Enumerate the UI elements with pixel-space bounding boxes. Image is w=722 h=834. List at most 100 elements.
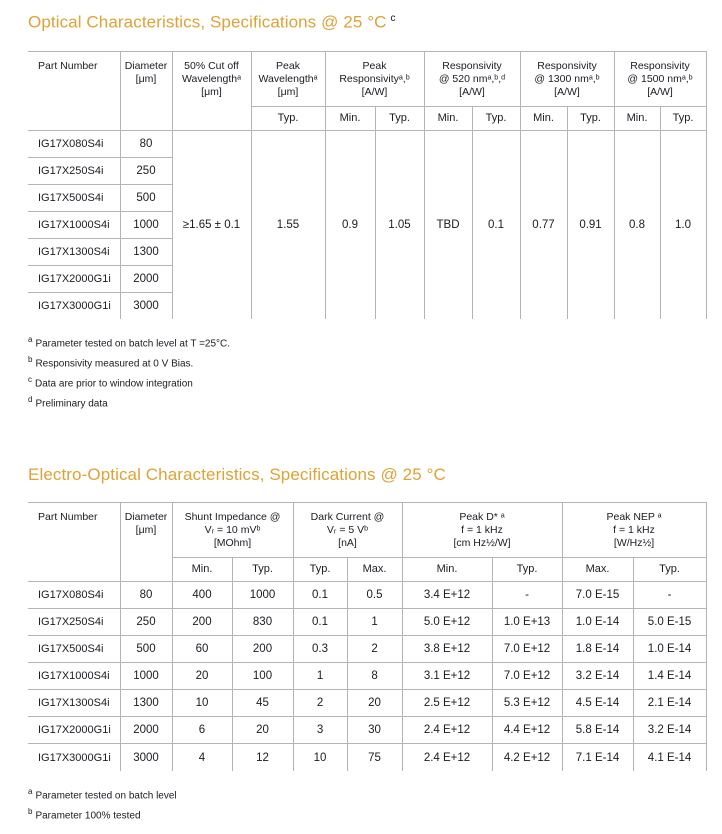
value-cell: 1000 [232,581,294,610]
table-row: IG17X2000G1i 2000 6 20 3 30 2.4 E+12 4.4… [28,716,707,745]
value-cell: 200 [232,635,294,664]
subheader-typ: Typ. [472,106,521,131]
value-cell-peak-wavelength: 1.55 [251,130,326,320]
subheader-typ: Typ. [232,557,294,583]
value-cell: 100 [232,662,294,691]
optical-footnotes: a Parameter tested on batch level at T =2… [28,332,706,411]
value-cell: 75 [347,743,403,771]
value-cell: 20 [172,662,233,691]
part-number-cell: IG17X3000G1i [28,292,121,320]
footnote-text: Parameter tested on batch level at T =25… [35,338,231,350]
value-cell: TBD [424,130,473,320]
optical-characteristics-table: Part Number Diameter [μm] 50% Cut off Wa… [28,50,707,320]
table-row: IG17X500S4i 500 60 200 0.3 2 3.8 E+12 7.… [28,635,707,664]
value-cell: 0.77 [520,130,568,320]
footnote-b: b Responsivity measured at 0 V Bias. [28,352,706,372]
subheader-typ: Typ. [492,557,563,583]
value-cell: 0.91 [567,130,615,320]
value-cell: 3 [293,716,348,745]
value-cell: 1.0 [660,130,707,320]
value-cell: 10 [172,689,233,718]
subheader-typ: Typ. [251,106,326,131]
footnote-text: Data are prior to window integration [35,378,193,390]
diameter-cell: 250 [120,608,173,637]
footnote-marker: a [28,335,33,345]
value-cell: 3.2 E-14 [633,716,707,745]
table-row: IG17X3000G1i 3000 4 12 10 75 2.4 E+12 4.… [28,743,707,771]
value-cell: 5.3 E+12 [492,689,563,718]
table-row: IG17X1300S4i 1300 10 45 2 20 2.5 E+12 5.… [28,689,707,718]
part-number-cell: IG17X3000G1i [28,743,121,771]
part-number-cell: IG17X2000G1i [28,265,121,293]
value-cell: 8 [347,662,403,691]
part-number-cell: IG17X1300S4i [28,238,121,266]
diameter-cell: 80 [120,130,173,158]
value-cell: 1.0 E+13 [492,608,563,637]
value-cell: 2.1 E-14 [633,689,707,718]
value-cell: 5.0 E-15 [633,608,707,637]
subheader-typ: Typ. [633,557,707,583]
value-cell: 2.4 E+12 [402,716,493,745]
col-header-peak-wavelength: Peak Wavelengthᵃ [μm] [251,51,326,107]
col-header-peak-nep: Peak NEP ᵃ f = 1 kHz [W/Hz½] [562,502,707,559]
footnote-text: Parameter tested on batch level [35,790,177,802]
value-cell: 3.1 E+12 [402,662,493,691]
value-cell: 0.8 [614,130,661,320]
table-row: IG17X3000G1i 3000 [28,292,706,320]
value-cell: 2.5 E+12 [402,689,493,718]
value-cell: 0.5 [347,581,403,610]
col-header-dark-current: Dark Current @ Vᵣ = 5 Vᵇ [nA] [293,502,403,559]
footnote-a: a Parameter tested on batch level [28,784,706,804]
subheader-min: Min. [172,557,233,583]
value-cell: 1.05 [375,130,425,320]
subheader-max: Max. [562,557,634,583]
value-cell: 5.8 E-14 [562,716,634,745]
value-cell: 5.0 E+12 [402,608,493,637]
value-cell: 4 [172,743,233,771]
diameter-cell: 1000 [120,211,173,239]
table-row: IG17X250S4i 250 200 830 0.1 1 5.0 E+12 1… [28,608,707,637]
electro-optical-characteristics-table: Part Number Diameter [μm] Shunt Impedanc… [28,502,707,771]
value-cell: 2 [347,635,403,664]
footnote-marker: d [28,394,33,404]
value-cell: 7.0 E+12 [492,635,563,664]
footnote-text: Parameter 100% tested [35,810,141,822]
value-cell: 7.0 E+12 [492,662,563,691]
diameter-cell: 1300 [120,238,173,266]
optical-header-row: Part Number Diameter [μm] 50% Cut off Wa… [28,51,707,131]
value-cell: 20 [232,716,294,745]
optical-subheader-row: Typ. Min. Typ. Min. Typ. Min. Typ. Min. … [28,106,707,131]
electro-subheader-row: Min. Typ. Typ. Max. Min. Typ. Max. Typ. [28,557,707,583]
diameter-cell: 3000 [120,292,173,320]
col-header-peak-responsivity: Peak Responsivityᵃ,ᵇ [A/W] [325,51,425,107]
electro-footnotes: a Parameter tested on batch level b Parame… [28,784,706,824]
diameter-cell: 2000 [120,716,173,745]
part-number-cell: IG17X250S4i [28,608,121,637]
part-number-cell: IG17X1000S4i [28,211,121,239]
col-header-shunt-impedance: Shunt Impedance @ Vᵣ = 10 mVᵇ [MOhm] [172,502,294,559]
value-cell: 0.3 [293,635,348,664]
part-number-cell: IG17X250S4i [28,157,121,185]
subheader-min: Min. [520,106,568,131]
footnote-marker: b [28,806,33,816]
table-row: IG17X2000G1i 2000 [28,265,706,293]
part-number-cell: IG17X080S4i [28,130,121,158]
electro-optical-title-text: Electro-Optical Characteristics, Specifi… [28,465,446,485]
optical-title-text: Optical Characteristics, Specifications … [28,12,387,32]
diameter-cell: 2000 [120,265,173,293]
subheader-typ: Typ. [660,106,707,131]
col-header-diameter: Diameter [μm] [120,502,173,583]
value-cell: 1.8 E-14 [562,635,634,664]
value-cell-cutoff: ≥1.65 ± 0.1 [172,130,252,320]
table-row: IG17X1000S4i 1000 20 100 1 8 3.1 E+12 7.… [28,662,707,691]
value-cell: 7.1 E-14 [562,743,634,771]
value-cell: 1 [293,662,348,691]
value-cell: 0.1 [472,130,521,320]
col-header-part-number: Part Number [28,51,121,131]
col-header-peak-dstar: Peak D* ᵃ f = 1 kHz [cm Hz½/W] [402,502,563,559]
electro-optical-section-title: Electro-Optical Characteristics, Specifi… [28,465,706,485]
footnote-a: a Parameter tested on batch level at T =2… [28,332,706,352]
subheader-min: Min. [614,106,661,131]
value-cell: 400 [172,581,233,610]
